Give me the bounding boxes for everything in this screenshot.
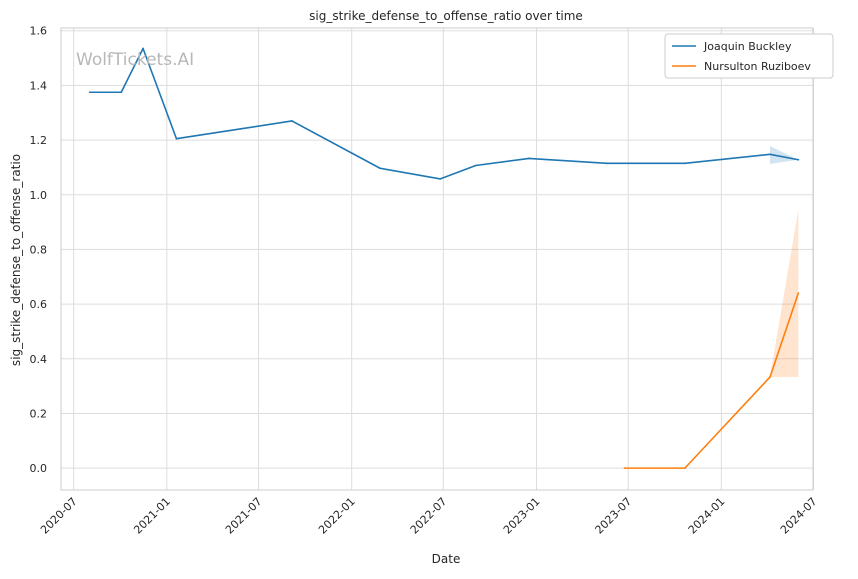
confidence-band-joaquin-buckley — [769, 146, 799, 164]
legend-label-nursulton-ruziboev: Nursulton Ruziboev — [704, 60, 811, 73]
data-point-nursulton-ruziboev — [797, 292, 800, 295]
confidence-band-nursulton-ruziboev — [769, 209, 799, 378]
series-lines — [88, 47, 800, 470]
y-tick-label: 0.6 — [30, 298, 48, 311]
y-tick-label: 0.4 — [30, 353, 48, 366]
data-point-joaquin-buckley — [769, 153, 771, 156]
y-axis-label: sig_strike_defense_to_offense_ratio — [9, 154, 23, 366]
x-axis-label: Date — [432, 552, 461, 566]
legend-label-joaquin-buckley: Joaquin Buckley — [703, 40, 792, 53]
y-tick-label: 0.0 — [30, 462, 48, 475]
y-axis-ticks: 0.0 0.2 0.4 0.6 0.8 1.0 1.2 1.4 1.6 — [30, 25, 48, 475]
watermark-text: WolfTickets.AI — [76, 50, 194, 70]
confidence-bands — [769, 146, 799, 378]
data-point-nursulton-ruziboev — [623, 467, 626, 470]
data-point-nursulton-ruziboev — [769, 376, 771, 378]
data-point-joaquin-buckley — [142, 47, 144, 50]
data-point-joaquin-buckley — [474, 164, 477, 167]
data-point-joaquin-buckley — [379, 167, 381, 170]
y-tick-label: 1.2 — [30, 134, 48, 147]
grid-lines — [61, 28, 815, 490]
y-tick-label: 1.0 — [30, 189, 48, 202]
y-tick-label: 0.8 — [30, 243, 48, 256]
y-tick-label: 1.4 — [30, 79, 48, 92]
data-point-joaquin-buckley — [439, 178, 442, 180]
y-tick-label: 1.6 — [30, 25, 48, 38]
data-point-joaquin-buckley — [797, 158, 800, 161]
data-point-joaquin-buckley — [175, 137, 178, 140]
series-line-nursulton-ruziboev — [624, 292, 800, 469]
data-point-joaquin-buckley — [88, 91, 91, 94]
data-point-joaquin-buckley — [120, 91, 123, 94]
y-tick-label: 0.2 — [30, 407, 48, 420]
data-point-nursulton-ruziboev — [683, 467, 686, 470]
legend: Joaquin Buckley Nursulton Ruziboev — [664, 33, 834, 79]
data-point-joaquin-buckley — [605, 162, 608, 165]
data-point-joaquin-buckley — [291, 120, 293, 122]
chart-title: sig_strike_defense_to_offense_ratio over… — [309, 9, 583, 23]
plot-frame — [60, 27, 814, 491]
data-point-joaquin-buckley — [683, 162, 686, 165]
legend-box — [664, 33, 834, 79]
data-point-joaquin-buckley — [528, 157, 530, 160]
